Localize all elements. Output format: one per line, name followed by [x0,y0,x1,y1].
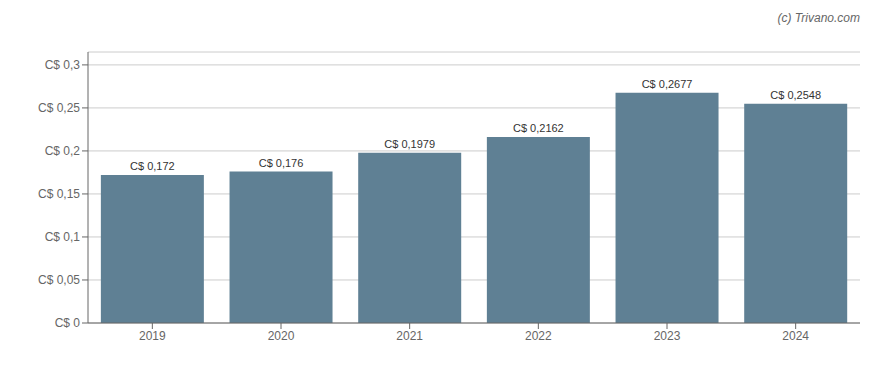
svg-text:C$ 0,15: C$ 0,15 [38,187,80,201]
svg-text:C$ 0,3: C$ 0,3 [45,58,81,72]
svg-text:C$ 0,25: C$ 0,25 [38,101,80,115]
svg-text:2019: 2019 [139,329,166,343]
svg-text:C$ 0,2677: C$ 0,2677 [642,78,693,90]
html-text:(c) Trivano.com: (c) Trivano.com [777,11,860,25]
svg-text:C$ 0,2162: C$ 0,2162 [513,122,564,134]
svg-text:C$ 0,1: C$ 0,1 [45,230,81,244]
svg-text:2020: 2020 [268,329,295,343]
svg-text:C$ 0,05: C$ 0,05 [38,273,80,287]
svg-text:C$ 0,172: C$ 0,172 [130,160,175,172]
svg-text:C$ 0,2: C$ 0,2 [45,144,81,158]
svg-text:2024: 2024 [782,329,809,343]
svg-text:C$ 0,2548: C$ 0,2548 [770,89,821,101]
svg-text:2023: 2023 [654,329,681,343]
svg-text:2021: 2021 [396,329,423,343]
svg-text:C$ 0,176: C$ 0,176 [259,157,304,169]
svg-text:2022: 2022 [525,329,552,343]
svg-text:C$ 0: C$ 0 [55,316,81,330]
svg-text:C$ 0,1979: C$ 0,1979 [384,138,435,150]
